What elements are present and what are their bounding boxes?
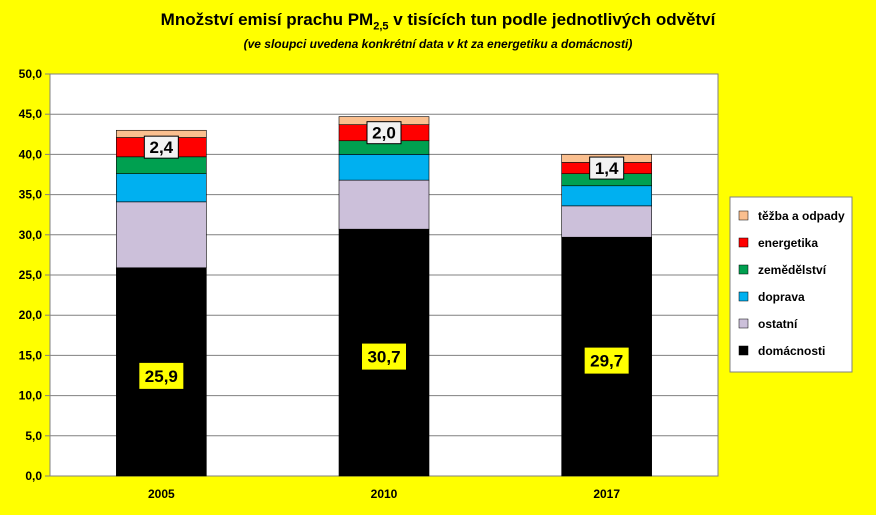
data-label-energetika: 2,0 <box>372 124 396 143</box>
y-tick-label: 25,0 <box>19 268 43 282</box>
legend-swatch <box>738 318 749 329</box>
chart-title: Množství emisí prachu PM2,5 v tisících t… <box>160 10 716 33</box>
bar-segment <box>338 179 430 230</box>
y-tick-label: 15,0 <box>19 348 43 362</box>
data-label-box-domacnosti <box>139 362 184 389</box>
data-label-domacnosti: 30,7 <box>367 348 400 367</box>
y-tick-label: 35,0 <box>19 188 43 202</box>
data-label-domacnosti: 25,9 <box>145 367 178 386</box>
data-label-energetika: 1,4 <box>595 159 619 178</box>
y-tick-label: 10,0 <box>19 389 43 403</box>
x-tick-label: 2010 <box>371 487 398 501</box>
data-label-box-energetika <box>589 156 625 180</box>
bar-segment <box>561 205 652 238</box>
data-label-box-energetika <box>143 135 179 159</box>
bar-segment <box>116 156 207 174</box>
legend-label: zemědělství <box>758 263 827 277</box>
y-tick-label: 50,0 <box>19 67 43 81</box>
legend-label: těžba a odpady <box>758 209 845 223</box>
bar-segment <box>116 201 207 269</box>
bar-segment <box>561 185 652 207</box>
x-tick-label: 2017 <box>593 487 620 501</box>
bar-segment <box>116 173 207 203</box>
legend-label: doprava <box>758 290 805 304</box>
y-tick-label: 5,0 <box>25 429 42 443</box>
y-tick-label: 20,0 <box>19 308 43 322</box>
legend-swatch <box>738 264 749 275</box>
legend-label: energetika <box>758 236 818 250</box>
legend-label: ostatní <box>758 317 798 331</box>
data-label-box-domacnosti <box>584 347 629 374</box>
legend <box>729 196 853 373</box>
data-label-domacnosti: 29,7 <box>590 352 623 371</box>
chart-subtitle: (ve sloupci uvedena konkrétní data v kt … <box>243 37 633 51</box>
legend-swatch <box>738 210 749 221</box>
legend-swatch <box>738 291 749 302</box>
data-label-box-domacnosti <box>362 343 406 370</box>
y-tick-label: 30,0 <box>19 228 43 242</box>
data-label-box-energetika <box>366 121 402 145</box>
y-tick-label: 45,0 <box>19 107 43 121</box>
y-tick-label: 40,0 <box>19 147 43 161</box>
y-tick-label: 0,0 <box>25 469 42 483</box>
legend-swatch <box>738 237 749 248</box>
bar-segment <box>338 154 430 181</box>
data-label-energetika: 2,4 <box>150 138 174 157</box>
legend-label: domácnosti <box>758 344 825 358</box>
x-tick-label: 2005 <box>148 487 175 501</box>
legend-swatch <box>738 345 749 356</box>
